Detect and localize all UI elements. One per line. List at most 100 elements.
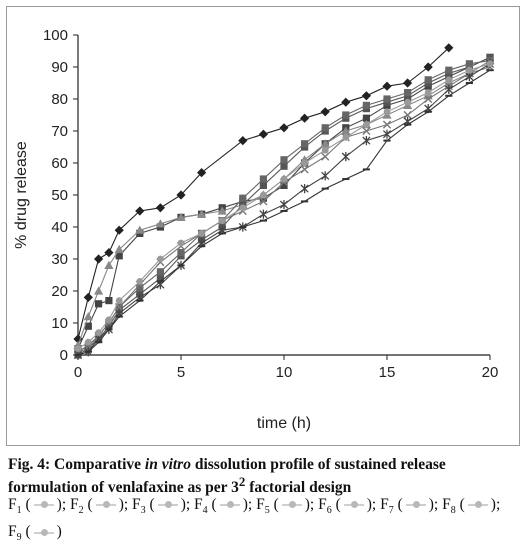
series-f1-point bbox=[423, 62, 433, 72]
series-f7-point bbox=[382, 129, 392, 139]
series-f8-point bbox=[466, 66, 473, 74]
series-f7-point bbox=[444, 84, 453, 94]
series-f5-point bbox=[280, 156, 288, 164]
series-f2-point bbox=[115, 252, 123, 260]
series-f8-point bbox=[136, 278, 144, 285]
y-tick-label: 100 bbox=[43, 27, 68, 44]
series-f8-point bbox=[115, 297, 123, 304]
series-f1-line bbox=[77, 47, 450, 340]
legend-label: F bbox=[8, 496, 17, 513]
series-f7-point bbox=[300, 184, 309, 194]
legend-item-f2: F2 (); bbox=[70, 496, 133, 517]
series-f3-point bbox=[341, 126, 351, 135]
series-f2-point bbox=[84, 322, 92, 330]
series-f1-point bbox=[258, 129, 268, 139]
legend-item-f3: F3 (); bbox=[132, 496, 195, 517]
series-f6-point bbox=[321, 152, 330, 161]
y-tick-label: 50 bbox=[51, 187, 68, 204]
legend-item-f5: F5 (); bbox=[256, 496, 319, 517]
series-f3-point bbox=[197, 209, 207, 218]
series-f6-point bbox=[362, 126, 371, 136]
series-f5-point bbox=[404, 89, 412, 97]
series-f1-point bbox=[341, 97, 351, 107]
legend-item-f9: F9 () bbox=[8, 523, 62, 544]
series-f2-point bbox=[95, 300, 103, 308]
series-f1-point bbox=[197, 168, 207, 178]
series-f4-point bbox=[156, 274, 164, 282]
series-f7-point bbox=[259, 209, 268, 219]
series-f8-point bbox=[84, 338, 92, 346]
legend-subscript: 1 bbox=[16, 505, 22, 517]
legend-item-f4: F4 (); bbox=[194, 496, 257, 517]
legend-label: F bbox=[442, 496, 451, 513]
series-f8-point bbox=[157, 255, 164, 263]
series-f8-point bbox=[198, 230, 206, 237]
legend-label: F bbox=[8, 523, 17, 541]
series-f5-point bbox=[424, 76, 432, 84]
y-tick-label: 0 bbox=[60, 347, 68, 364]
legend-subscript: 8 bbox=[450, 505, 456, 517]
legend-subscript: 3 bbox=[140, 505, 146, 517]
series-f3-point bbox=[176, 212, 186, 221]
series-f5-point bbox=[259, 175, 267, 183]
series-f6-point bbox=[300, 165, 309, 174]
series-f8-point bbox=[301, 159, 308, 167]
series-f1-point bbox=[94, 254, 104, 264]
series-f5-point bbox=[362, 101, 370, 109]
y-tick-label: 20 bbox=[51, 283, 68, 300]
legend-swatch-icon bbox=[465, 499, 491, 511]
legend-subscript: 4 bbox=[202, 505, 208, 517]
series-legend: F1 (); F2 (); F3 (); F4 (); F5 (); F6 ()… bbox=[8, 494, 523, 548]
legend-swatch-icon bbox=[31, 527, 57, 539]
figure-caption: Fig. 4: Comparative in vitro dissolution… bbox=[8, 456, 523, 496]
y-tick-label: 90 bbox=[51, 59, 68, 76]
x-tick-label: 15 bbox=[379, 364, 396, 381]
legend-item-f8: F8 (); bbox=[442, 496, 501, 517]
series-f3-point bbox=[114, 244, 124, 253]
series-f1-point bbox=[114, 225, 124, 235]
legend-subscript: 9 bbox=[16, 532, 22, 544]
legend-label: F bbox=[318, 496, 327, 513]
series-f3-point bbox=[320, 139, 330, 148]
y-tick-label: 40 bbox=[51, 219, 68, 236]
x-tick-label: 0 bbox=[74, 364, 82, 381]
y-tick-label: 60 bbox=[51, 155, 68, 172]
legend-swatch-icon bbox=[279, 499, 305, 511]
series-f1-point bbox=[73, 334, 83, 344]
series-f1-point bbox=[155, 203, 165, 213]
series-f8-point bbox=[445, 76, 453, 84]
series-f8-point bbox=[321, 146, 329, 154]
x-tick-label: 10 bbox=[276, 364, 293, 381]
series-f8-point bbox=[74, 345, 82, 352]
series-f2-point bbox=[105, 297, 113, 305]
series-f6-point bbox=[403, 110, 412, 120]
series-f5-point bbox=[301, 140, 309, 148]
series-f6-point bbox=[259, 197, 268, 206]
legend-label: F bbox=[132, 496, 141, 513]
series-f5-point bbox=[156, 268, 164, 276]
legend-swatch-icon bbox=[403, 499, 429, 511]
series-f6-point bbox=[424, 94, 433, 104]
series-f1-point bbox=[104, 248, 114, 258]
series-f5-point bbox=[177, 249, 185, 257]
caption-text: dissolution profile of sustained release… bbox=[8, 456, 446, 497]
series-f7-point bbox=[362, 136, 371, 146]
caption-superscript: 2 bbox=[238, 474, 246, 489]
series-f1-point bbox=[279, 123, 289, 133]
series-f3-point bbox=[135, 225, 145, 234]
legend-subscript: 2 bbox=[78, 505, 84, 517]
series-f1-point bbox=[361, 91, 371, 101]
series-f1-point bbox=[83, 292, 93, 302]
legend-subscript: 5 bbox=[264, 505, 270, 517]
legend-item-f7: F7 (); bbox=[380, 496, 443, 517]
series-f2-point bbox=[362, 114, 370, 122]
series-f8-point bbox=[486, 60, 494, 68]
series-f5-point bbox=[445, 66, 453, 74]
dissolution-chart: 0 10 20 30 40 50 60 70 80 90 100 0 5 10 15 20 time (h) % … bbox=[13, 27, 498, 432]
legend-label: F bbox=[256, 496, 265, 513]
series-f1-point bbox=[382, 81, 392, 91]
series-f3-point bbox=[155, 219, 165, 228]
legend-swatch-icon bbox=[93, 499, 119, 511]
series-f1-point bbox=[176, 190, 186, 200]
series-f4-point bbox=[280, 162, 288, 170]
